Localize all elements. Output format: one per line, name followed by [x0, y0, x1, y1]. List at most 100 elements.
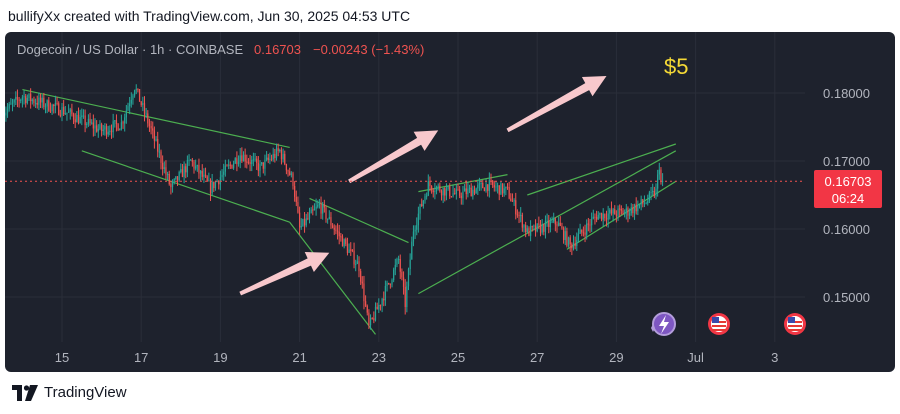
footer-brand[interactable]: TradingView	[44, 384, 127, 401]
price-axis[interactable]: 0.18000 0.17000 0.16000 0.15000	[823, 86, 870, 305]
candle-body	[259, 163, 261, 171]
time-tick-label: 25	[451, 350, 465, 365]
time-axis[interactable]: 15 17 19 21 23 25 27 29 Jul 3	[55, 350, 779, 365]
candle-body	[661, 181, 664, 183]
candle-body	[426, 195, 428, 197]
candle-body	[432, 190, 434, 193]
candle-body	[170, 184, 172, 188]
candle-body	[360, 271, 362, 282]
candle-body	[401, 271, 403, 278]
candle-body	[171, 181, 174, 188]
candle-body	[284, 153, 286, 165]
candle-body	[548, 220, 550, 228]
candle-body	[635, 204, 637, 212]
candle-body	[520, 214, 522, 216]
candle-body	[495, 186, 497, 188]
candle-body	[658, 169, 660, 175]
candle-body	[318, 203, 321, 205]
symbol-legend[interactable]: Dogecoin / US Dollar · 1h · COINBASE	[17, 42, 243, 57]
candle-body	[229, 164, 231, 166]
candle-body	[5, 112, 7, 116]
candle-body	[251, 159, 253, 165]
candle-body	[160, 151, 162, 163]
chart-panel[interactable]: 0.18000 0.17000 0.16000 0.15000 15 17 19 21 23 2…	[5, 32, 895, 372]
candle-body	[584, 232, 586, 235]
candle-body	[81, 115, 83, 118]
candle-body	[483, 188, 486, 192]
candle-body	[366, 305, 368, 313]
candle-body	[457, 189, 459, 191]
candle-body	[135, 88, 137, 91]
candle-body	[533, 225, 535, 227]
candle-body	[122, 122, 124, 124]
candle-body	[191, 159, 193, 162]
candle-body	[615, 214, 618, 217]
candle-body	[510, 198, 512, 201]
candle-body	[442, 187, 444, 196]
candle-body	[256, 158, 258, 163]
candle-body	[242, 154, 245, 162]
candle-body	[239, 155, 241, 162]
us-flag-icon[interactable]	[708, 313, 730, 335]
candle-body	[571, 244, 573, 249]
candle-body	[564, 231, 566, 240]
candle-body	[386, 282, 388, 286]
candle-body	[11, 102, 14, 104]
candle-body	[346, 243, 349, 253]
candle-body	[351, 249, 354, 251]
candle-body	[549, 221, 552, 228]
candle-body	[586, 223, 588, 235]
candle-body	[480, 182, 482, 184]
candle-body	[422, 200, 424, 207]
candle-body	[209, 180, 212, 194]
candle-body	[594, 216, 596, 218]
candle-body	[653, 190, 655, 197]
candle-body	[619, 208, 621, 210]
candle-body	[254, 158, 256, 160]
candle-body	[267, 157, 269, 160]
candle-body	[196, 165, 198, 167]
candle-body	[302, 218, 304, 227]
candle-body	[109, 130, 111, 132]
time-tick-label: 3	[771, 350, 778, 365]
candle-body	[193, 161, 195, 169]
candle-body	[262, 162, 264, 169]
candle-body	[595, 216, 598, 220]
candle-body	[31, 99, 33, 102]
candle-body	[231, 164, 233, 169]
candle-body	[195, 166, 197, 169]
candle-body	[516, 214, 519, 216]
candle-body	[609, 209, 611, 214]
candle-body	[538, 223, 540, 225]
candle-body	[508, 187, 510, 199]
candle-body	[614, 209, 616, 215]
annotation-arrows	[239, 76, 607, 296]
candle-body	[21, 97, 24, 100]
candle-body	[429, 181, 431, 187]
candle-body	[373, 318, 375, 321]
candle-body	[435, 186, 438, 191]
candle-body	[528, 228, 530, 236]
candle-body	[180, 169, 182, 172]
candle-body	[444, 187, 446, 196]
candle-body	[247, 161, 250, 163]
price-chart[interactable]: 0.18000 0.17000 0.16000 0.15000 15 17 19 21 23 2…	[5, 32, 895, 372]
candle-body	[58, 103, 60, 115]
candle-body	[383, 298, 385, 301]
lightning-icon[interactable]	[651, 312, 676, 336]
candle-body	[391, 280, 393, 285]
candle-body	[439, 185, 441, 192]
candle-body	[120, 122, 123, 129]
candle-body	[165, 167, 167, 175]
candle-body	[162, 162, 164, 169]
annotation-arrow	[506, 76, 607, 133]
candle-body	[414, 229, 416, 232]
candle-body	[102, 129, 104, 132]
candle-body	[569, 237, 571, 245]
us-flag-icon[interactable]	[784, 313, 806, 335]
candle-body	[610, 209, 613, 214]
candle-body	[604, 213, 606, 219]
candle-body	[625, 208, 627, 213]
candle-body	[145, 113, 147, 115]
candle-body	[153, 130, 156, 141]
